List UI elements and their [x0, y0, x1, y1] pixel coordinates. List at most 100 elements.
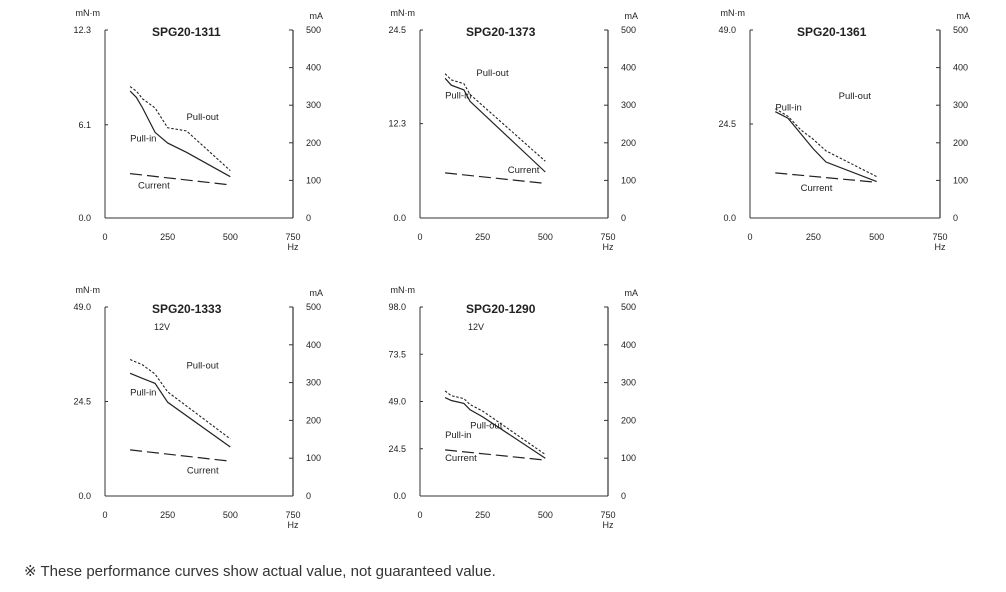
x-axis-tick-label: 750 — [285, 232, 300, 242]
right-axis-tick-label: 500 — [621, 25, 636, 35]
x-axis-unit: Hz — [935, 242, 946, 252]
x-axis-tick-label: 0 — [747, 232, 752, 242]
series-line-current — [130, 449, 231, 462]
series-label: Pull-out — [186, 112, 219, 123]
right-axis-tick-label: 0 — [306, 491, 311, 501]
left-axis-tick-label: 6.1 — [78, 120, 91, 130]
x-axis-unit: Hz — [288, 242, 299, 252]
series-line-pull-in — [129, 372, 231, 448]
series-label: Current — [801, 183, 833, 194]
left-axis-tick-label: 49.0 — [388, 397, 406, 407]
left-axis-tick-label: 0.0 — [723, 213, 736, 223]
right-axis-tick-label: 100 — [953, 175, 968, 185]
right-axis-tick-label: 400 — [306, 340, 321, 350]
right-axis-tick-label: 100 — [621, 453, 636, 463]
right-axis-tick-label: 200 — [621, 415, 636, 425]
left-axis-tick-label: 12.3 — [388, 119, 406, 129]
left-axis-tick-label: 12.3 — [73, 25, 91, 35]
x-axis-unit: Hz — [603, 242, 614, 252]
right-axis-tick-label: 400 — [306, 63, 321, 73]
series-line-pull-out — [129, 86, 231, 172]
right-axis-tick-label: 0 — [621, 491, 626, 501]
series-label: Current — [445, 453, 477, 464]
left-axis-tick-label: 0.0 — [393, 213, 406, 223]
x-axis-tick-label: 500 — [869, 232, 884, 242]
series-line-pull-in — [444, 77, 546, 173]
x-axis-tick-label: 500 — [223, 510, 238, 520]
series-label: Pull-in — [775, 103, 801, 114]
series-label: Current — [138, 181, 170, 192]
series-label: Current — [187, 465, 219, 476]
right-axis-tick-label: 400 — [953, 63, 968, 73]
chart-title: SPG20-1311 — [152, 25, 221, 39]
series-line-pull-in — [775, 111, 877, 183]
left-axis-tick-label: 24.5 — [388, 444, 406, 454]
x-axis-tick-label: 500 — [538, 510, 553, 520]
left-axis-tick-label: 24.5 — [718, 119, 736, 129]
x-axis-tick-label: 500 — [538, 232, 553, 242]
right-axis-tick-label: 300 — [953, 100, 968, 110]
right-axis-tick-label: 100 — [621, 175, 636, 185]
chart-title: SPG20-1373 — [466, 25, 536, 39]
right-axis-tick-label: 200 — [621, 138, 636, 148]
x-axis-tick-label: 250 — [806, 232, 821, 242]
series-line-pull-out — [129, 358, 231, 440]
x-axis-unit: Hz — [603, 520, 614, 530]
right-axis-tick-label: 500 — [306, 302, 321, 312]
left-axis-unit: mN·m — [721, 8, 746, 18]
series-label: Pull-out — [186, 361, 219, 372]
x-axis-tick-label: 250 — [475, 510, 490, 520]
left-axis-tick-label: 0.0 — [78, 213, 91, 223]
left-axis-tick-label: 24.5 — [73, 397, 91, 407]
right-axis-unit: mA — [310, 288, 324, 298]
series-line-pull-out — [444, 73, 546, 162]
right-axis-unit: mA — [625, 11, 639, 21]
chart-title: SPG20-1333 — [152, 302, 222, 316]
x-axis-tick-label: 750 — [600, 510, 615, 520]
left-axis-tick-label: 49.0 — [73, 302, 91, 312]
right-axis-tick-label: 400 — [621, 340, 636, 350]
right-axis-tick-label: 0 — [306, 213, 311, 223]
series-label: Pull-in — [130, 134, 156, 145]
series-line-current — [775, 172, 877, 183]
left-axis-tick-label: 0.0 — [78, 491, 91, 501]
series-label: Pull-in — [445, 430, 471, 441]
x-axis-tick-label: 750 — [285, 510, 300, 520]
right-axis-tick-label: 500 — [621, 302, 636, 312]
right-axis-tick-label: 300 — [306, 100, 321, 110]
right-axis-tick-label: 300 — [621, 100, 636, 110]
left-axis-unit: mN·m — [76, 285, 101, 295]
left-axis-tick-label: 49.0 — [718, 25, 736, 35]
x-axis-tick-label: 0 — [102, 510, 107, 520]
right-axis-tick-label: 200 — [306, 415, 321, 425]
right-axis-unit: mA — [310, 11, 324, 21]
right-axis-tick-label: 500 — [953, 25, 968, 35]
chart-subtitle: 12V — [468, 322, 484, 332]
x-axis-tick-label: 750 — [600, 232, 615, 242]
x-axis-tick-label: 250 — [475, 232, 490, 242]
x-axis-unit: Hz — [288, 520, 299, 530]
series-line-pull-out — [775, 108, 877, 178]
footnote: ※ These performance curves show actual v… — [24, 563, 496, 580]
left-axis-unit: mN·m — [391, 285, 416, 295]
left-axis-tick-label: 73.5 — [388, 349, 406, 359]
series-line-pull-out — [444, 390, 546, 455]
series-line-pull-in — [129, 90, 231, 178]
performance-curves-chart: mN·m mA Hz 0.0 6.1 12.3 0 100 200 300 400 500 0 250 50… — [73, 8, 970, 530]
series-label: Pull-out — [470, 421, 503, 432]
right-axis-tick-label: 300 — [306, 378, 321, 388]
right-axis-tick-label: 400 — [621, 63, 636, 73]
right-axis-tick-label: 100 — [306, 175, 321, 185]
x-axis-tick-label: 0 — [417, 232, 422, 242]
left-axis-tick-label: 0.0 — [393, 491, 406, 501]
left-axis-unit: mN·m — [76, 8, 101, 18]
series-label: Pull-in — [130, 388, 156, 399]
right-axis-tick-label: 200 — [306, 138, 321, 148]
right-axis-tick-label: 0 — [621, 213, 626, 223]
x-axis-tick-label: 0 — [417, 510, 422, 520]
left-axis-tick-label: 24.5 — [388, 25, 406, 35]
right-axis-tick-label: 500 — [306, 25, 321, 35]
right-axis-tick-label: 200 — [953, 138, 968, 148]
chart-title: SPG20-1290 — [466, 302, 536, 316]
right-axis-tick-label: 300 — [621, 378, 636, 388]
